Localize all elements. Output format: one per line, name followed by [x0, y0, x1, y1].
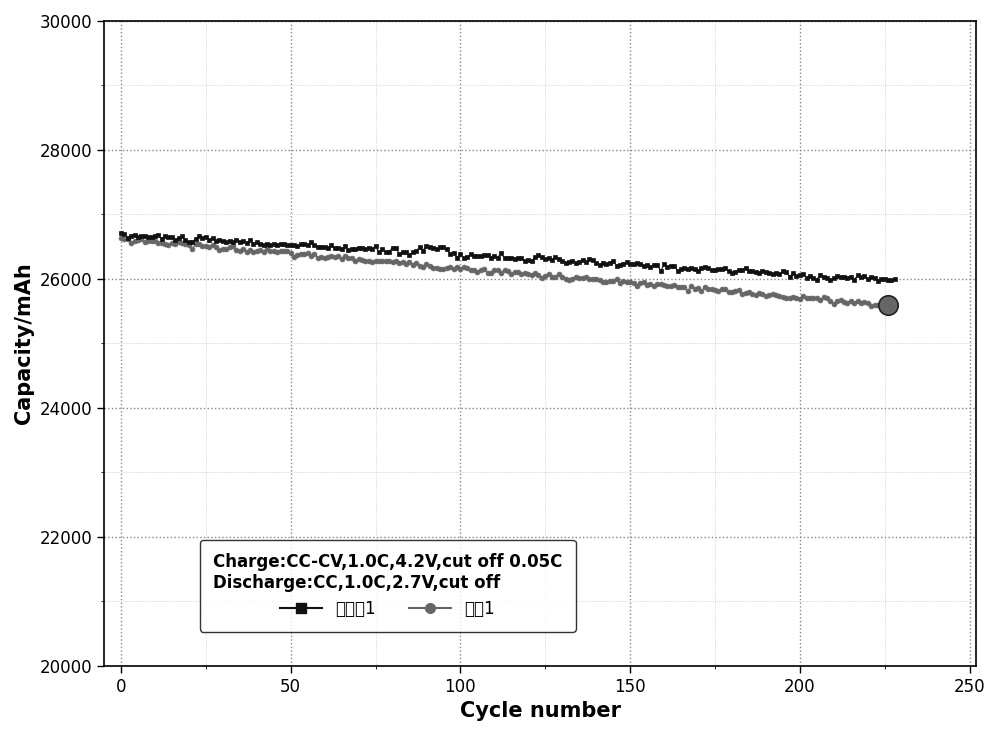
Y-axis label: Capacity/mAh: Capacity/mAh — [14, 262, 34, 424]
对比1 — [437, 265, 449, 273]
对比1 — [115, 233, 127, 242]
实施例1 — [872, 277, 884, 286]
实施例1 — [115, 229, 127, 237]
实施例1 — [889, 275, 901, 284]
实施例1 — [312, 242, 324, 251]
Line: 实施例1: 实施例1 — [119, 230, 897, 284]
对比1 — [465, 265, 477, 274]
对比1 — [882, 300, 894, 309]
对比1 — [505, 270, 517, 279]
X-axis label: Cycle number: Cycle number — [460, 701, 621, 721]
Line: 对比1: 对比1 — [119, 235, 891, 309]
Legend: 实施例1, 对比1: 实施例1, 对比1 — [200, 539, 576, 631]
对比1 — [824, 296, 836, 305]
实施例1 — [237, 237, 249, 245]
对比1 — [712, 287, 724, 295]
实施例1 — [580, 257, 592, 266]
实施例1 — [807, 273, 819, 282]
实施例1 — [577, 255, 589, 264]
对比1 — [879, 303, 891, 312]
实施例1 — [492, 253, 504, 262]
对比1 — [186, 245, 198, 254]
